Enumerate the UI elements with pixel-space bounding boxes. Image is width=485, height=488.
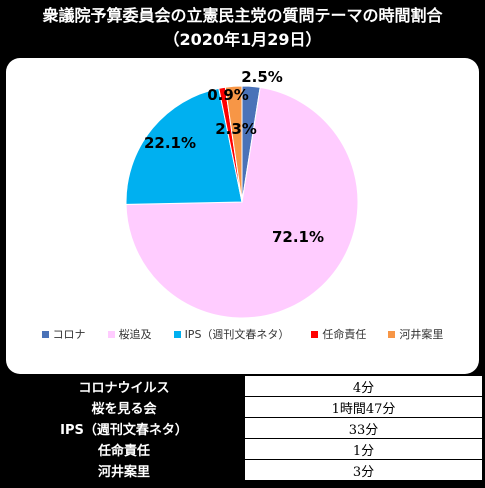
time-table: コロナウイルス 4分 桜を見る会 1時間47分 IPS（週刊文春ネタ） 33分 任命責任 1分… <box>3 375 483 481</box>
legend: コロナ 桜追及 IPS（週刊文春ネタ） 任命責任 河井案里 <box>6 326 479 342</box>
table-row: 桜を見る会 1時間47分 <box>3 396 483 418</box>
legend-label: コロナ <box>52 328 86 341</box>
chart-title: 衆議院予算委員会の立憲民主党の質問テーマの時間割合 （2020年1月29日） <box>0 4 485 52</box>
legend-swatch <box>41 330 49 338</box>
legend-label: 任命責任 <box>322 328 367 341</box>
table-row: 河井案里 3分 <box>3 459 483 481</box>
data-label-4: 0.9% <box>207 86 249 104</box>
topic-name-cell: コロナウイルス <box>3 375 245 397</box>
table-row: コロナウイルス 4分 <box>3 375 483 397</box>
duration-cell: 1時間47分 <box>244 396 483 418</box>
legend-item-2: 桜追及 <box>107 326 152 342</box>
topic-name-cell: IPS（週刊文春ネタ） <box>3 417 245 439</box>
title-line-1: 衆議院予算委員会の立憲民主党の質問テーマの時間割合 <box>42 6 443 25</box>
legend-swatch <box>173 330 181 338</box>
legend-item-5: 河井案里 <box>388 326 443 342</box>
data-label-3: 22.1% <box>144 134 196 152</box>
pie-slice-3 <box>125 87 243 205</box>
legend-label: IPS（週刊文春ネタ） <box>184 328 290 341</box>
table-row: IPS（週刊文春ネタ） 33分 <box>3 417 483 439</box>
title-line-2: （2020年1月29日） <box>163 30 322 49</box>
duration-cell: 33分 <box>244 417 483 439</box>
duration-cell: 3分 <box>244 459 483 481</box>
pie-slice-2 <box>125 86 359 319</box>
chart-panel: 2.5% 72.1% 22.1% 0.9% 2.3% コロナ 桜追及 IPS（週刊文春ネタ）… <box>6 58 479 374</box>
legend-item-1: コロナ <box>41 326 86 342</box>
legend-swatch <box>311 330 319 338</box>
pie-slice-5 <box>224 85 243 203</box>
topic-name-cell: 任命責任 <box>3 438 245 460</box>
topic-name-cell: 桜を見る会 <box>3 396 245 418</box>
legend-item-3: IPS（週刊文春ネタ） <box>173 326 290 342</box>
duration-cell: 1分 <box>244 438 483 460</box>
table-row: 任命責任 1分 <box>3 438 483 460</box>
legend-label: 河井案里 <box>399 328 444 341</box>
data-label-2: 72.1% <box>272 228 324 246</box>
duration-cell: 4分 <box>244 375 483 397</box>
legend-label: 桜追及 <box>118 328 152 341</box>
legend-item-4: 任命責任 <box>311 326 366 342</box>
legend-swatch <box>107 330 115 338</box>
data-label-1: 2.5% <box>241 68 283 86</box>
pie-chart: 2.5% 72.1% 22.1% 0.9% 2.3% <box>125 68 359 319</box>
data-label-5: 2.3% <box>215 120 257 138</box>
topic-name-cell: 河井案里 <box>3 459 245 481</box>
legend-swatch <box>388 330 396 338</box>
